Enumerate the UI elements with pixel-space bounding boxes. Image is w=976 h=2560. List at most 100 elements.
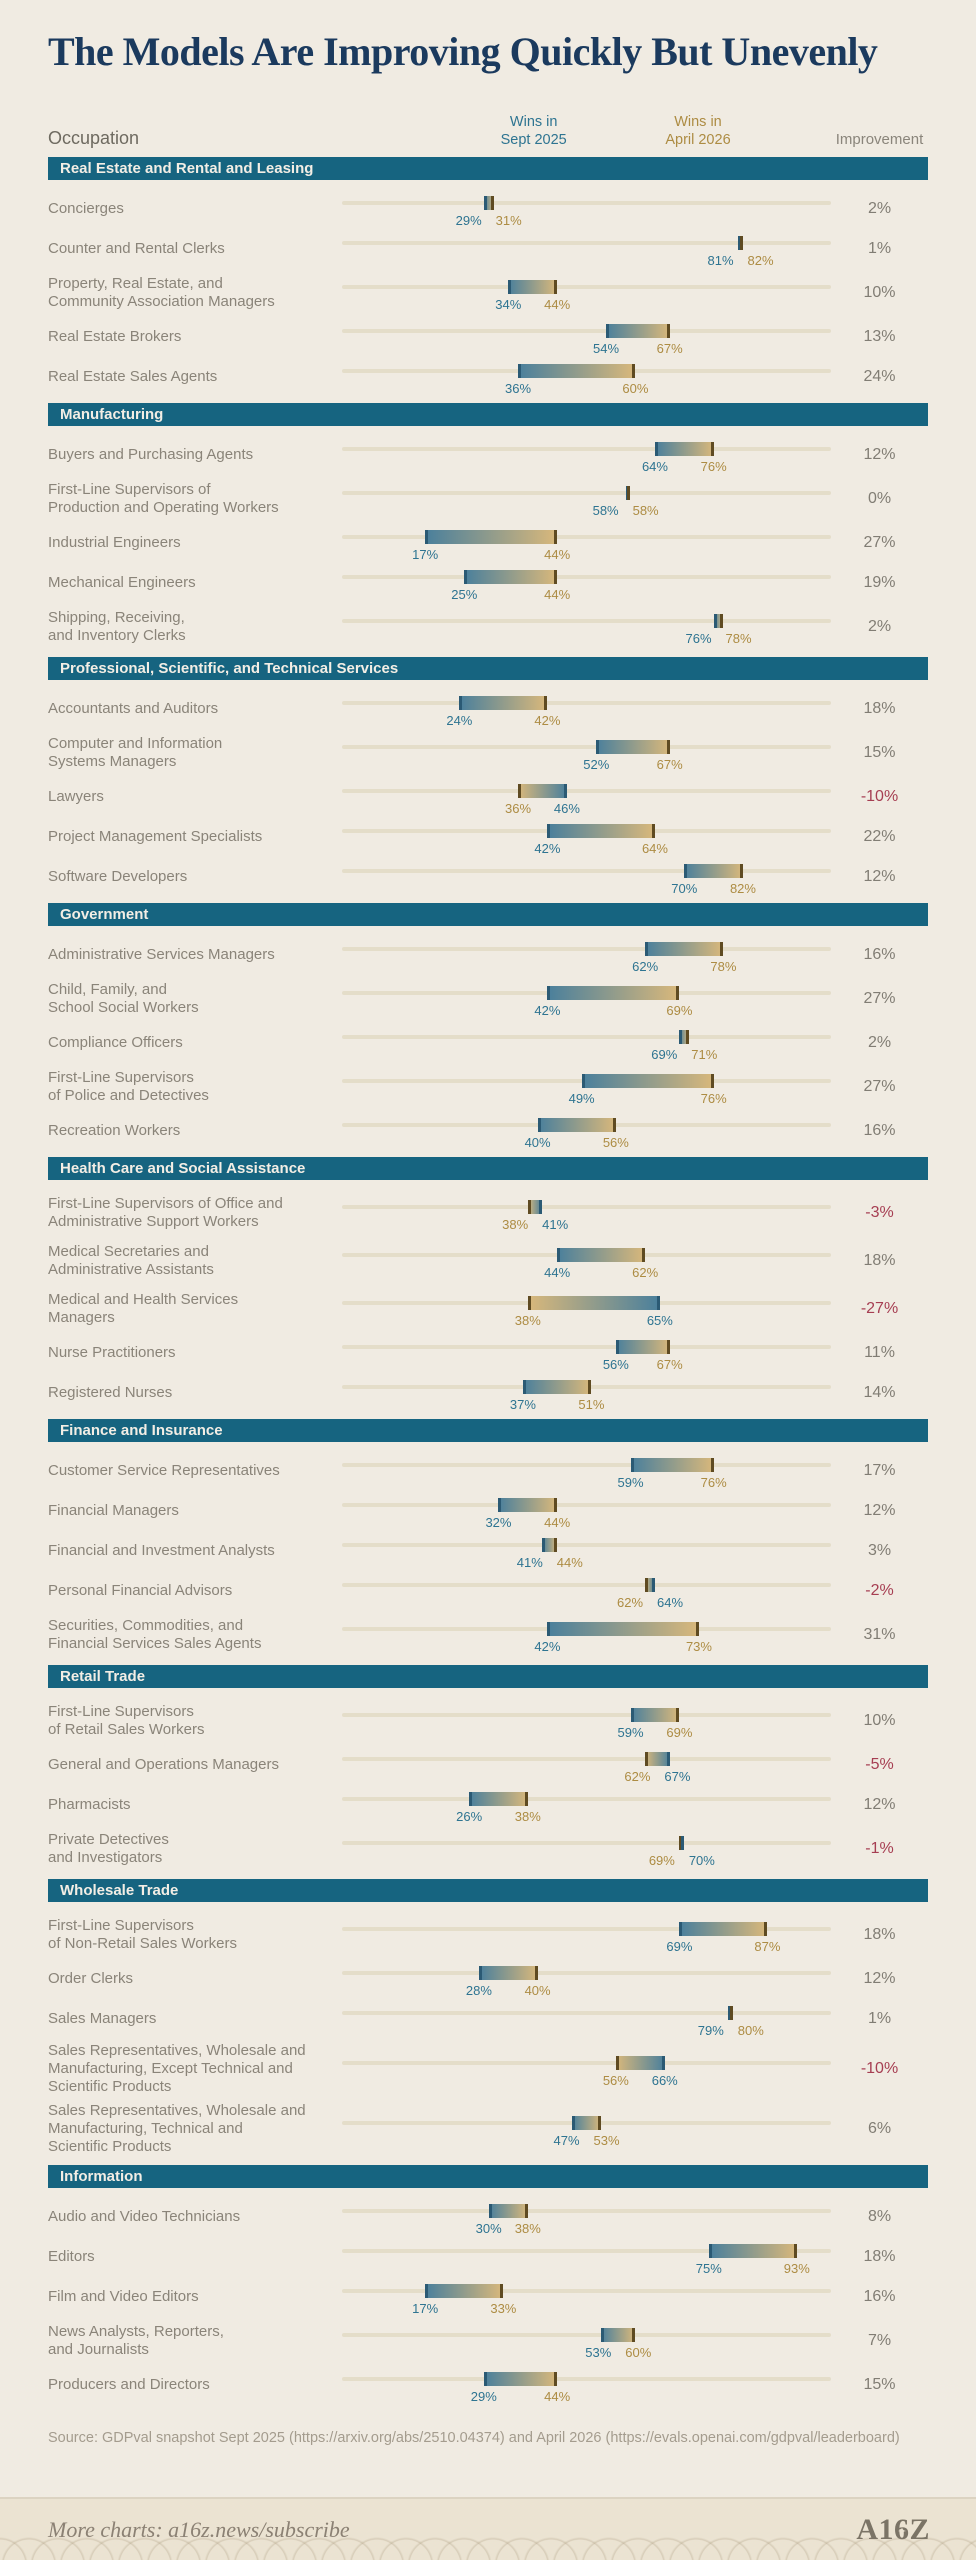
bar-endpoint-cap [626,486,630,500]
change-bar [488,2204,528,2218]
improvement-value: 3% [867,1542,892,1559]
change-bar [518,364,636,378]
bar-endpoint-cap [681,1836,685,1850]
sept-value: 49% [568,1091,595,1106]
occupation-row: Real Estate Sales Agents 36% 60% 24% [48,357,928,397]
section-header: Finance and Insurance [48,1419,928,1442]
april-value: 67% [656,1357,683,1372]
change-bar [654,442,714,456]
occupation-row: Lawyers 46% 36% -10% [48,777,928,817]
change-bar [425,530,558,544]
occupation-row: Sales Managers 79% 80% 1% [48,1999,928,2039]
bar-endpoint-cap [508,280,512,294]
column-occupation: Occupation [48,128,140,148]
change-bar [645,1578,655,1592]
occupation-label: Medical Secretaries and Administrative A… [48,1243,214,1278]
sept-value: 25% [451,587,478,602]
occupation-row: General and Operations Managers 67% 62% … [48,1745,928,1785]
occupation-row: Property, Real Estate, and Community Ass… [48,269,928,317]
occupation-label: Compliance Officers [48,1034,183,1052]
april-value: 73% [685,1639,712,1654]
range-track [342,575,831,579]
april-value: 44% [544,1515,571,1530]
section-header: Real Estate and Rental and Leasing [48,157,928,180]
dumbbell-chart: 37% 51% [342,1373,831,1413]
improvement-value: 15% [863,2376,896,2393]
occupation-row: Counter and Rental Clerks 81% 82% 1% [48,229,928,269]
section-header: Professional, Scientific, and Technical … [48,657,928,680]
april-value: 31% [495,213,522,228]
sept-value: 46% [553,801,580,816]
occupation-label: Sales Representatives, Wholesale and Man… [48,2102,306,2155]
april-value: 51% [578,1397,605,1412]
improvement-value: 24% [863,368,896,385]
dumbbell-chart: 70% 69% [342,1829,831,1869]
improvement-value: 17% [863,1462,896,1479]
dumbbell-chart: 25% 44% [342,563,831,603]
sept-value: 59% [617,1475,644,1490]
section-title: Information [60,2168,143,2185]
april-value: 60% [625,2345,652,2360]
dumbbell-chart: 42% 73% [342,1615,831,1655]
april-value: 78% [725,631,752,646]
change-bar [581,1074,714,1088]
range-track [342,1503,831,1507]
change-bar [547,824,655,838]
column-improvement: Improvement [835,131,924,148]
bar-endpoint-cap [547,824,551,838]
dumbbell-chart: 75% 93% [342,2237,831,2277]
change-bar [464,570,558,584]
dumbbell-chart: 64% 76% [342,435,831,475]
improvement-value: 22% [863,828,896,845]
april-value: 78% [710,959,737,974]
occupation-label: Editors [48,2248,95,2266]
change-bar [708,2244,797,2258]
bar-endpoint-cap [666,1752,670,1766]
occupation-row: Pharmacists 26% 38% 12% [48,1785,928,1825]
occupation-label: Child, Family, and School Social Workers [48,981,199,1016]
range-track [342,201,831,205]
april-value: 36% [505,801,532,816]
bar-endpoint-cap [518,364,522,378]
occupation-label: Registered Nurses [48,1384,173,1402]
april-value: 76% [700,1091,727,1106]
section-header: Information [48,2165,928,2188]
bar-endpoint-cap [720,942,724,956]
dumbbell-chart: 53% 60% [342,2321,831,2361]
change-bar [522,1380,592,1394]
sept-value: 76% [685,631,712,646]
bar-endpoint-cap [425,530,429,544]
occupation-row: Private Detectives and Investigators 70%… [48,1825,928,1873]
change-bar [679,1836,685,1850]
sept-value: 47% [553,2133,580,2148]
improvement-value: 0% [867,490,892,507]
improvement-value: 18% [863,2248,896,2265]
occupation-label: Counter and Rental Clerks [48,240,225,258]
range-track [342,1713,831,1717]
section-title: Real Estate and Rental and Leasing [60,160,314,177]
dumbbell-chart: 76% 78% [342,607,831,647]
sept-value: 26% [456,1809,483,1824]
sept-value: 79% [697,2023,724,2038]
bar-endpoint-cap [738,236,742,250]
occupation-row: Industrial Engineers 17% 44% 27% [48,523,928,563]
april-value: 58% [632,503,659,518]
bar-endpoint-cap [544,696,548,710]
dumbbell-chart: 62% 78% [342,935,831,975]
occupation-row: Customer Service Representatives 59% 76%… [48,1451,928,1491]
bar-endpoint-cap [632,364,636,378]
occupation-label: Computer and Information Systems Manager… [48,735,223,770]
occupation-label: Film and Video Editors [48,2288,199,2306]
dumbbell-chart: 29% 31% [342,189,831,229]
column-headers: Occupation Wins in Sept 2025 Wins in Apr… [48,105,928,149]
subscribe-link[interactable]: More charts: a16z.news/subscribe [48,2516,350,2542]
occupation-label: Private Detectives and Investigators [48,1831,169,1866]
bar-endpoint-cap [547,1622,551,1636]
improvement-value: 16% [863,2288,896,2305]
bar-endpoint-cap [554,280,558,294]
improvement-value: 10% [863,1712,896,1729]
april-value: 71% [691,1047,718,1062]
industry-section: Information Audio and Video Technicians … [48,2165,928,2405]
industry-section: Retail Trade First-Line Supervisors of R… [48,1665,928,1873]
sept-value: 53% [585,2345,612,2360]
